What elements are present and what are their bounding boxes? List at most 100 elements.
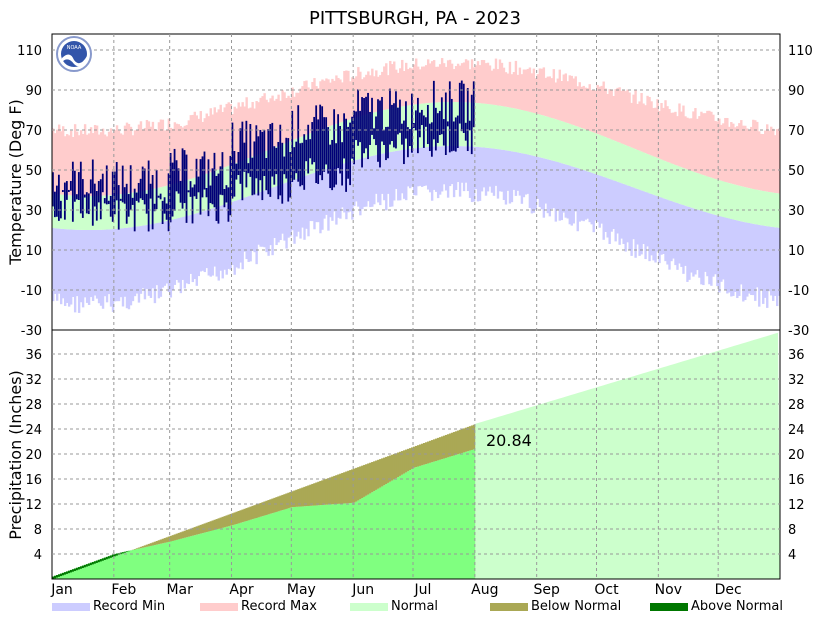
observed-bar bbox=[319, 104, 322, 176]
record-max-bar bbox=[167, 118, 171, 186]
below-normal-bar bbox=[239, 510, 242, 523]
record-min-bar bbox=[137, 226, 141, 303]
observed-bar bbox=[313, 116, 316, 163]
record-max-bar bbox=[229, 104, 232, 166]
normal-bar bbox=[420, 103, 424, 148]
record-max-bar bbox=[393, 61, 396, 108]
record-max-bar bbox=[436, 66, 440, 103]
record-max-bar bbox=[634, 90, 637, 150]
normal-bar bbox=[566, 123, 569, 165]
observed-bar bbox=[117, 185, 120, 230]
month-label: Aug bbox=[471, 582, 498, 598]
below-normal-bar bbox=[137, 547, 141, 549]
record-min-bar bbox=[413, 148, 416, 196]
above-normal-bar bbox=[83, 564, 87, 568]
below-normal-bar bbox=[361, 465, 364, 499]
record-min-bar bbox=[101, 229, 105, 309]
record-min-bar bbox=[576, 168, 579, 232]
record-min-bar bbox=[211, 208, 214, 276]
record-max-bar bbox=[287, 95, 290, 142]
record-max-bar bbox=[89, 127, 93, 196]
record-max-bar bbox=[644, 105, 647, 154]
record-max-bar bbox=[726, 117, 729, 183]
below-normal-bar bbox=[271, 498, 274, 514]
observed-bar bbox=[201, 156, 204, 198]
above-normal-bar bbox=[71, 569, 75, 572]
above-normal-bar bbox=[55, 575, 59, 578]
observed-bar bbox=[333, 109, 336, 188]
observed-precip-bar bbox=[307, 505, 310, 579]
observed-bar bbox=[413, 122, 415, 129]
record-max-bar bbox=[668, 109, 671, 163]
below-normal-bar bbox=[203, 523, 206, 533]
record-max-bar bbox=[259, 97, 262, 154]
observed-bar bbox=[125, 183, 128, 224]
record-max-bar bbox=[662, 107, 665, 161]
record-min-bar bbox=[708, 213, 711, 285]
below-normal-bar bbox=[454, 431, 458, 455]
observed-precip-bar bbox=[351, 502, 354, 579]
below-normal-bar bbox=[157, 540, 161, 545]
record-min-bar bbox=[444, 146, 448, 191]
observed-bar bbox=[436, 113, 439, 143]
observed-precip-bar bbox=[291, 507, 294, 579]
record-min-bar bbox=[283, 183, 286, 241]
observed-precip-bar bbox=[107, 556, 111, 579]
observed-precip-bar bbox=[195, 534, 198, 579]
normal-bar bbox=[682, 168, 685, 206]
observed-precip-bar bbox=[235, 524, 238, 579]
observed-precip-bar bbox=[265, 514, 268, 579]
observed-precip-bar bbox=[151, 545, 155, 579]
observed-bar bbox=[403, 120, 405, 165]
below-normal-bar bbox=[448, 433, 452, 457]
record-min-bar bbox=[265, 189, 268, 253]
observed-bar bbox=[430, 122, 433, 157]
normal-bar bbox=[562, 121, 565, 164]
record-min-bar bbox=[662, 198, 665, 254]
record-min-bar bbox=[530, 155, 534, 214]
below-normal-bar bbox=[229, 513, 232, 526]
observed-bar bbox=[440, 97, 443, 135]
observed-precip-bar bbox=[225, 526, 228, 579]
record-max-bar bbox=[446, 60, 450, 103]
below-normal-bar bbox=[397, 452, 400, 478]
record-max-bar bbox=[99, 132, 103, 196]
above-normal-bar bbox=[125, 551, 129, 552]
record-max-bar bbox=[444, 66, 448, 103]
legend-label: Below Normal bbox=[531, 599, 621, 614]
normal-bar bbox=[660, 159, 663, 198]
observed-precip-bar bbox=[309, 505, 312, 579]
record-min-bar bbox=[333, 166, 336, 212]
normal-bar bbox=[223, 167, 226, 205]
record-max-bar bbox=[81, 134, 85, 196]
record-min-bar bbox=[275, 186, 278, 246]
observed-precip-bar bbox=[239, 522, 242, 579]
below-normal-bar bbox=[273, 497, 276, 513]
record-max-bar bbox=[722, 123, 725, 182]
above-normal-bar bbox=[113, 554, 117, 557]
below-normal-bar bbox=[153, 541, 157, 546]
normal-bar bbox=[558, 120, 562, 163]
observed-bar bbox=[213, 152, 216, 208]
record-min-bar bbox=[57, 228, 61, 294]
record-min-bar bbox=[518, 152, 522, 196]
record-min-bar bbox=[466, 146, 470, 192]
temp-tick-left: -30 bbox=[21, 324, 42, 339]
observed-precip-bar bbox=[446, 457, 450, 579]
record-min-bar bbox=[670, 200, 673, 262]
observed-precip-bar bbox=[81, 565, 85, 579]
normal-bar bbox=[544, 116, 548, 159]
normal-bar bbox=[141, 191, 145, 226]
observed-bar bbox=[119, 198, 122, 201]
temperature-panel bbox=[52, 58, 781, 313]
observed-precip-bar bbox=[103, 557, 107, 579]
normal-bar bbox=[123, 193, 127, 228]
record-min-bar bbox=[233, 200, 236, 275]
normal-bar bbox=[756, 189, 759, 225]
record-min-bar bbox=[598, 175, 601, 228]
below-normal-bar bbox=[345, 471, 348, 504]
observed-precip-bar bbox=[249, 519, 252, 579]
observed-bar bbox=[155, 170, 158, 210]
record-min-bar bbox=[512, 151, 516, 190]
precipitation-axis-title: Precipitation (Inches) bbox=[6, 370, 25, 540]
